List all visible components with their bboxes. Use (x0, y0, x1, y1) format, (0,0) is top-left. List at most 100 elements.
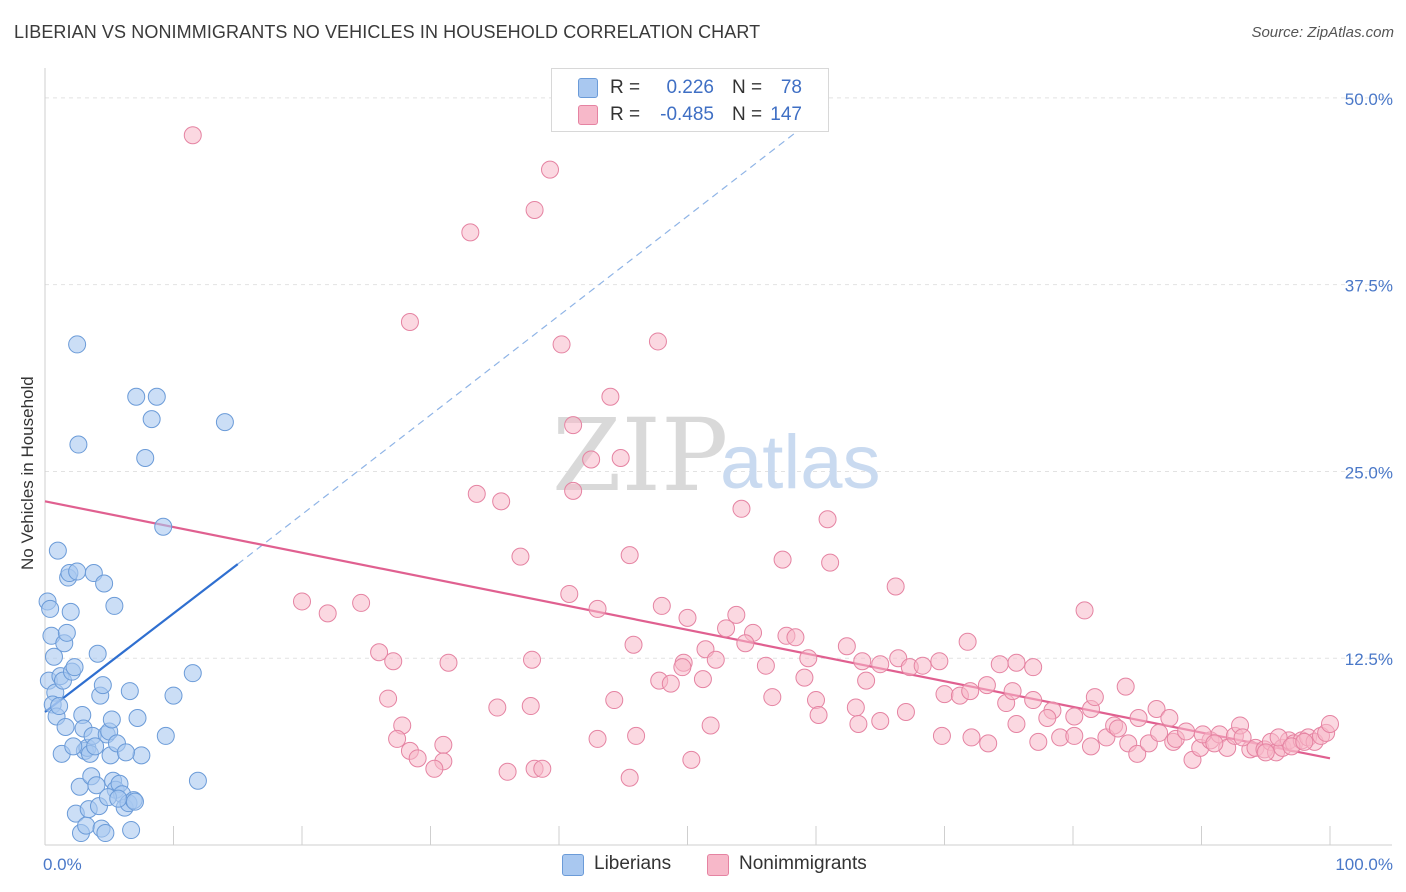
nonimmigrants-point (318, 604, 337, 623)
source-label: Source: ZipAtlas.com (1251, 24, 1394, 41)
nonimmigrants-point (1065, 707, 1084, 726)
legend-n-value: 147 (770, 104, 802, 125)
liberians-point (56, 717, 75, 736)
legend-r-value: 0.226 (666, 77, 714, 98)
nonimmigrants-point (400, 313, 419, 332)
nonimmigrants-point (1024, 658, 1043, 677)
y-axis-label: No Vehicles in Household (18, 376, 37, 570)
nonimmigrants-point (492, 492, 511, 511)
nonimmigrants-point (763, 688, 782, 707)
nonimmigrants-point (293, 592, 311, 611)
x-tick-labels: 0.0% 100.0% (43, 855, 1393, 874)
nonimmigrants-point (541, 160, 560, 179)
legend-r-label: R = (610, 104, 641, 125)
legend-swatch-liberians (578, 78, 598, 98)
nonimmigrants-point (511, 547, 530, 566)
liberians-point (127, 387, 146, 406)
nonimmigrants-point (488, 698, 507, 717)
nonimmigrants-point (896, 703, 915, 722)
nonimmigrants-point (552, 335, 571, 354)
nonimmigrants-point (1108, 719, 1127, 738)
liberians-point (125, 792, 144, 811)
nonimmigrants-point (849, 714, 868, 733)
nonimmigrants-point (1147, 700, 1166, 719)
liberians-point (105, 596, 124, 615)
nonimmigrants-point (533, 759, 552, 778)
nonimmigrants-point (605, 691, 624, 710)
nonimmigrants-point (701, 716, 720, 735)
nonimmigrants-point (588, 599, 607, 618)
y-tick-label: 37.5% (1345, 277, 1393, 296)
legend-label-nonimmigrants: Nonimmigrants (739, 853, 867, 874)
nonimmigrants-point (821, 553, 840, 572)
liberians-point (183, 664, 202, 683)
nonimmigrants-point (732, 499, 751, 518)
nonimmigrants-point (1233, 728, 1252, 747)
nonimmigrants-point (620, 768, 639, 787)
series-legend: Liberians Nonimmigrants (0, 852, 1406, 878)
watermark: ZIP atlas (552, 397, 881, 514)
liberians-point (77, 816, 96, 835)
axes (44, 68, 1392, 846)
legend-r-label: R = (610, 77, 641, 98)
liberians-points (38, 335, 234, 843)
liberians-point (44, 647, 63, 666)
nonimmigrants-point (932, 726, 951, 745)
liberians-point (41, 599, 60, 618)
liberians-point (116, 743, 135, 762)
nonimmigrants-point (846, 698, 865, 717)
liberians-point (132, 746, 151, 765)
nonimmigrants-point (1007, 714, 1026, 733)
nonimmigrants-point (706, 650, 725, 669)
nonimmigrants-point (1081, 737, 1100, 756)
nonimmigrants-point (871, 711, 890, 730)
nonimmigrants-point (682, 750, 701, 769)
nonimmigrants-point (661, 674, 680, 693)
legend-n-value: 78 (780, 77, 802, 98)
nonimmigrants-point (1085, 688, 1104, 707)
liberians-point (48, 541, 67, 560)
liberians-trend-line (44, 563, 239, 713)
nonimmigrants-point (564, 481, 583, 500)
liberians-point (86, 737, 105, 756)
liberians-point (188, 771, 207, 790)
legend-label-liberians: Liberians (594, 853, 672, 874)
nonimmigrants-point (809, 706, 828, 725)
nonimmigrants-point (773, 550, 792, 569)
nonimmigrants-point (582, 450, 601, 469)
nonimmigrants-point (1075, 601, 1094, 620)
nonimmigrants-point (786, 628, 805, 647)
watermark-atlas: atlas (720, 420, 881, 505)
watermark-zip: ZIP (552, 397, 728, 514)
nonimmigrants-point (467, 484, 486, 503)
nonimmigrants-point (384, 652, 403, 671)
nonimmigrants-point (979, 734, 998, 753)
nonimmigrants-point (1150, 723, 1169, 742)
nonimmigrants-point (857, 671, 876, 690)
liberians-point (93, 676, 112, 695)
liberians-point (57, 623, 76, 642)
liberians-point (120, 682, 139, 701)
x-tick-label: 100.0% (1335, 855, 1393, 874)
nonimmigrants-point (1256, 743, 1275, 762)
nonimmigrants-point (425, 759, 444, 778)
nonimmigrants-point (913, 656, 932, 675)
nonimmigrants-point (352, 593, 371, 612)
y-tick-label: 50.0% (1345, 90, 1393, 109)
nonimmigrants-point (871, 655, 890, 674)
nonimmigrants-point (807, 691, 825, 710)
liberians-point (50, 697, 69, 716)
legend-swatch-liberians (562, 854, 584, 876)
liberians-point (164, 686, 183, 705)
nonimmigrants-point (1321, 714, 1339, 733)
liberians-point (128, 708, 147, 727)
nonimmigrants-point (717, 619, 736, 638)
nonimmigrants-point (379, 689, 398, 708)
liberians-point (142, 410, 161, 429)
nonimmigrants-point (525, 200, 544, 219)
liberians-point (87, 776, 106, 795)
correlation-legend: R = 0.226 N = 78 R = -0.485 N = 147 (551, 68, 829, 132)
nonimmigrants-point (799, 649, 818, 668)
nonimmigrants-point (837, 637, 856, 656)
